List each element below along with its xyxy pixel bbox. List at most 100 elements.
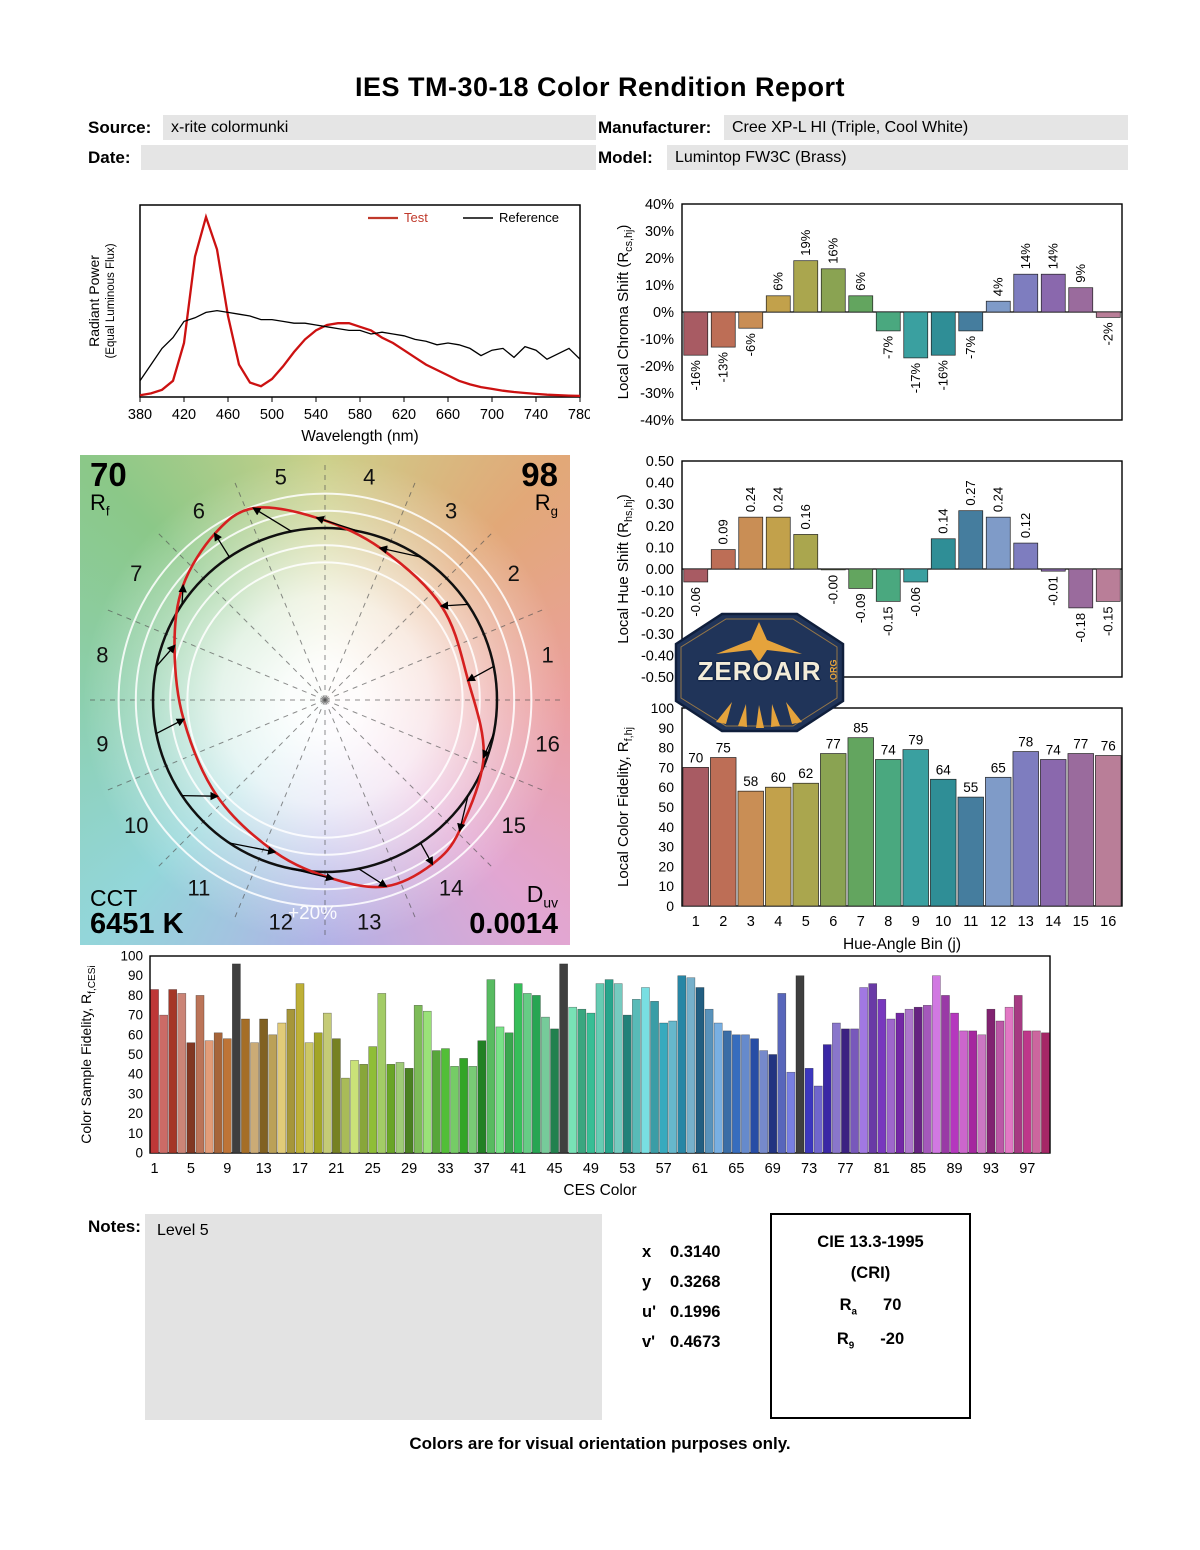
- tspan: ): [615, 225, 632, 230]
- date-field: [141, 145, 596, 170]
- bar-bin-2: [710, 549, 736, 570]
- cie-r9-row: R9 -20: [772, 1330, 969, 1351]
- y-tick-label: -0.10: [641, 584, 674, 600]
- zeroair-watermark: ZEROAIR .ORG: [672, 610, 847, 735]
- ces-bar-28: [395, 1062, 405, 1154]
- local-color-fidelity-chart: 0 10 20 30 40 50 60 70 80 90 100 Local Color Fideli…: [615, 700, 1123, 953]
- bar-bin-11: [958, 311, 984, 332]
- rf-symbol-sub: f: [105, 503, 110, 519]
- x-tick-label: 540: [304, 407, 328, 423]
- ces-bar-23: [350, 1060, 359, 1154]
- y-tick-label: 60: [658, 779, 674, 795]
- ces-bar-53: [622, 1014, 632, 1154]
- shift-arrow-bin-7: [178, 583, 187, 605]
- ces-bar-36: [468, 1066, 478, 1154]
- rf-symbol: Rf: [90, 489, 127, 519]
- ces-bar-11: [241, 1018, 250, 1154]
- x-tick-label: 33: [437, 1161, 453, 1177]
- ces-bar-4: [177, 993, 187, 1154]
- hue-bin-boundary: [104, 699, 326, 792]
- chromaticity-row-u: u' 0.1996: [642, 1303, 720, 1333]
- cie-cri-box: CIE 13.3-1995 (CRI) Ra 70 R9 -20: [770, 1213, 971, 1419]
- shift-arrow-bin-10: [181, 791, 219, 801]
- y-tick-label: -20%: [640, 359, 674, 375]
- y-tick-label: 0.00: [646, 562, 674, 578]
- manufacturer-label: Manufacturer:: [598, 118, 712, 137]
- bar-label: 6%: [771, 272, 786, 291]
- ces-bar-6: [195, 995, 205, 1154]
- bar-label: 0.14: [936, 508, 951, 533]
- bar-value: 76: [1101, 739, 1116, 754]
- duv-value: 0.0014: [469, 908, 558, 941]
- ces-bar-83: [895, 1012, 905, 1154]
- notes-text: Level 5: [157, 1222, 209, 1239]
- tspan: Color Sample Fidelity, R: [78, 994, 94, 1144]
- y-axis-label-line1: Radiant Power: [86, 255, 102, 347]
- ces-bar-27: [386, 1064, 396, 1154]
- ces-bar-99: [1041, 1032, 1050, 1154]
- ces-bar-52: [613, 983, 623, 1154]
- ces-bar-60: [686, 977, 696, 1154]
- bar-value: 64: [936, 762, 952, 777]
- bar-label: 0.27: [963, 480, 978, 505]
- bar-bin-4: [765, 295, 791, 313]
- bar-bin-6: [820, 268, 846, 313]
- tspan: ): [615, 494, 632, 499]
- bar-bin-6: [820, 568, 846, 571]
- ces-bar-94: [995, 1020, 1005, 1154]
- bar-label: 9%: [1073, 263, 1088, 282]
- ces-bar-32: [432, 1050, 441, 1154]
- bar-bin-15: [1068, 287, 1094, 313]
- rg-symbol-base: R: [534, 489, 551, 515]
- bar-bin-5: [793, 260, 819, 313]
- tspan: Local Hue Shift (R: [615, 522, 632, 644]
- r9-symbol-sub: 9: [848, 1340, 855, 1352]
- r9-symbol: R: [836, 1330, 849, 1349]
- y-tick-label: 0.20: [646, 519, 674, 535]
- tspan: f,hj: [623, 727, 635, 741]
- rg-symbol-sub: g: [550, 503, 558, 519]
- bar-bin-4: [765, 786, 792, 907]
- y-tick-label: 100: [651, 700, 675, 716]
- cct-value: 6451 K: [90, 908, 184, 941]
- y-tick-label: 40: [128, 1067, 143, 1082]
- x-tick-label: 37: [474, 1161, 490, 1177]
- bar-bin-7: [848, 295, 874, 313]
- y-tick-label: -0.40: [641, 648, 674, 664]
- ces-bar-97: [1022, 1030, 1032, 1154]
- y-tick-label: 100: [120, 949, 143, 964]
- bar-label: 14%: [1046, 243, 1061, 269]
- chromaticity-label: y: [642, 1273, 652, 1291]
- local-hue-shift-chart: 0.500.400.300.200.100.00-0.10-0.20-0.30-…: [615, 454, 1123, 686]
- tspan: Local Chroma Shift (R: [615, 252, 632, 400]
- y-tick-label: 80: [658, 740, 674, 756]
- bar-bin-11: [957, 796, 984, 907]
- y-tick-label: 80: [128, 988, 143, 1003]
- percent-ring: [169, 544, 481, 856]
- bar-value: 58: [743, 774, 758, 789]
- bar-bin-3: [738, 311, 764, 329]
- series-reference: [139, 309, 581, 382]
- ces-bar-79: [859, 987, 868, 1154]
- ces-bar-48: [577, 1008, 587, 1154]
- hue-bin-boundary: [324, 699, 494, 869]
- y-tick-label: -0.30: [641, 627, 674, 643]
- rf-symbol-base: R: [90, 489, 106, 515]
- bin-number-3: 3: [445, 498, 457, 523]
- x-tick-label: 580: [348, 407, 372, 423]
- badge-octagon: [674, 612, 845, 733]
- bar-bin-16: [1095, 568, 1121, 602]
- bar-label: 16%: [826, 237, 841, 263]
- hue-bin-boundary: [324, 479, 417, 701]
- ces-bar-68: [759, 1050, 768, 1154]
- x-tick-label: 620: [392, 407, 416, 423]
- ces-bar-40: [504, 1032, 514, 1154]
- percent-ring: [186, 561, 464, 839]
- bar-bin-3: [738, 516, 764, 570]
- ces-bar-78: [850, 1028, 859, 1154]
- x-tick-label: 65: [728, 1161, 744, 1177]
- ces-bar-39: [495, 1026, 505, 1154]
- plus20-ring-label: +20%: [288, 903, 338, 924]
- ces-bar-30: [413, 1005, 423, 1154]
- bin-number-14: 14: [439, 876, 463, 901]
